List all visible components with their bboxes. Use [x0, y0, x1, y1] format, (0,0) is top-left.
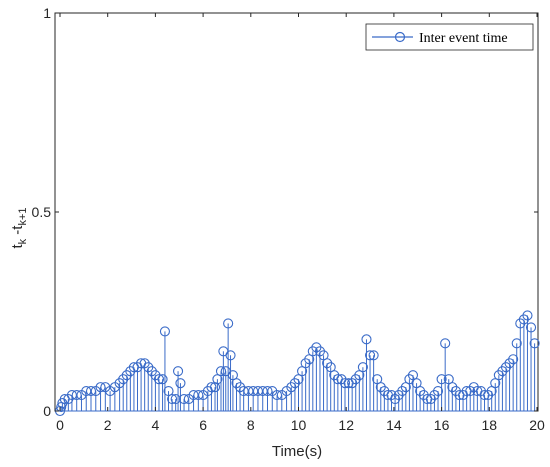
stem-marker: [223, 318, 234, 329]
x-tick-label: 8: [247, 417, 255, 433]
stem-marker: [511, 338, 522, 349]
x-tick-label: 6: [199, 417, 207, 433]
stem-marker: [225, 350, 236, 361]
plot-area: [54, 12, 539, 412]
y-label-mid: -t: [9, 225, 26, 239]
stem-marker: [529, 338, 540, 349]
stem-series: [54, 310, 540, 417]
stem-marker: [432, 386, 444, 397]
y-label-sub1: k: [17, 238, 29, 244]
y-label-main: t: [9, 244, 26, 249]
legend: Inter event time: [365, 23, 534, 51]
stem-marker: [357, 362, 368, 373]
legend-marker-swatch: [394, 31, 406, 43]
stem-marker: [167, 394, 178, 405]
x-tick-label: 18: [482, 417, 498, 433]
stem-marker: [157, 374, 168, 385]
stem-marker: [368, 350, 379, 361]
x-tick-label: 20: [529, 417, 545, 433]
y-tick-label: 0: [43, 403, 51, 419]
stem-marker: [522, 310, 533, 321]
y-tick-label: 1: [43, 5, 51, 21]
stem-marker: [525, 322, 537, 333]
stem-marker: [206, 382, 217, 393]
stem-marker: [364, 350, 376, 361]
legend-label: Inter event time: [419, 31, 508, 46]
stem-marker: [508, 354, 519, 365]
stem-marker: [361, 334, 372, 345]
stem-marker: [159, 326, 170, 337]
x-tick-label: 14: [386, 417, 402, 433]
stem-marker: [436, 374, 447, 385]
y-label-sub2: k+1: [17, 207, 29, 225]
x-tick-label: 10: [291, 417, 307, 433]
x-tick-label: 2: [104, 417, 112, 433]
stem-marker: [339, 378, 351, 389]
x-tick-label: 12: [338, 417, 354, 433]
y-axis-label: tk -tk+1: [9, 207, 29, 248]
y-tick-label: 0.5: [32, 204, 52, 220]
stem-marker: [175, 378, 186, 389]
stem-marker: [173, 366, 184, 377]
x-tick-label: 0: [56, 417, 64, 433]
axes: 0 2 4 6 8 10 12 14 16 18 20 0 0.5 1: [32, 5, 545, 433]
x-tick-label: 16: [434, 417, 450, 433]
x-axis-label: Time(s): [272, 443, 322, 460]
stem-marker: [440, 338, 451, 349]
x-tick-label: 4: [152, 417, 160, 433]
stem-marker: [153, 374, 165, 385]
